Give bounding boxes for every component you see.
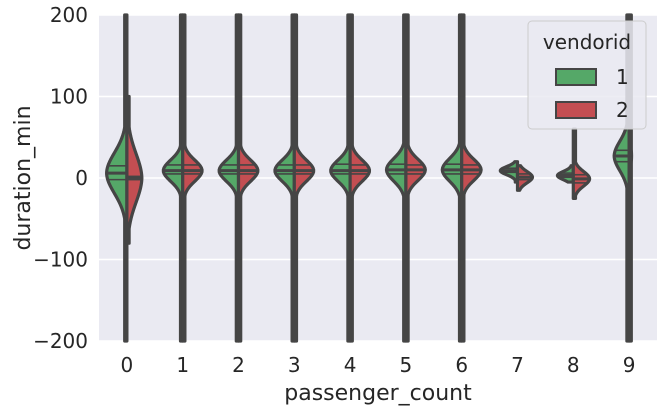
x-tick-label: 3	[288, 353, 301, 377]
y-tick-label: 0	[75, 166, 88, 190]
x-axis-label: passenger_count	[284, 381, 472, 406]
violin-4-vendor-2	[348, 13, 372, 343]
violin-8-vendor-1	[555, 164, 575, 184]
legend-label-1: 1	[616, 65, 629, 89]
x-tick-label: 9	[623, 353, 636, 377]
legend-label-2: 2	[616, 98, 629, 122]
x-tick-label: 4	[344, 353, 357, 377]
violin-1-vendor-1	[161, 13, 185, 343]
x-tick-labels: 0 1 2 3 4 5 6 7 8 9	[121, 353, 636, 377]
violin-6-vendor-1	[440, 13, 464, 343]
violin-5-vendor-1	[384, 13, 408, 343]
legend-swatch-2	[555, 101, 597, 119]
y-tick-label: 100	[50, 85, 88, 109]
violin-0-vendor-2	[125, 94, 144, 245]
y-axis-label: duration_min	[11, 105, 36, 250]
violin-8-vendor-2	[571, 127, 592, 200]
violin-6-vendor-2	[460, 13, 483, 343]
y-tick-label: −100	[33, 248, 88, 272]
y-tick-label: −200	[33, 329, 88, 353]
violin-2-vendor-1	[217, 13, 241, 343]
x-tick-label: 6	[455, 353, 468, 377]
x-tick-label: 1	[176, 353, 189, 377]
x-tick-label: 5	[400, 353, 413, 377]
legend: vendorid 1 2	[527, 20, 647, 130]
legend-title: vendorid	[543, 30, 631, 54]
violin-4-vendor-1	[329, 13, 352, 343]
violin-5-vendor-2	[404, 13, 427, 343]
violin-2-vendor-2	[236, 13, 260, 343]
violin-3-vendor-1	[273, 13, 296, 343]
y-tick-labels: −200 −100 0 100 200	[33, 3, 88, 353]
legend-swatch-1	[555, 68, 597, 86]
x-tick-label: 8	[567, 353, 580, 377]
y-tick-label: 200	[50, 3, 88, 27]
violin-1-vendor-2	[181, 13, 204, 343]
violin-0-vendor-1	[105, 13, 129, 343]
x-tick-label: 2	[232, 353, 245, 377]
x-tick-label: 7	[511, 353, 524, 377]
violin-3-vendor-2	[292, 13, 316, 343]
x-tick-label: 0	[121, 353, 134, 377]
